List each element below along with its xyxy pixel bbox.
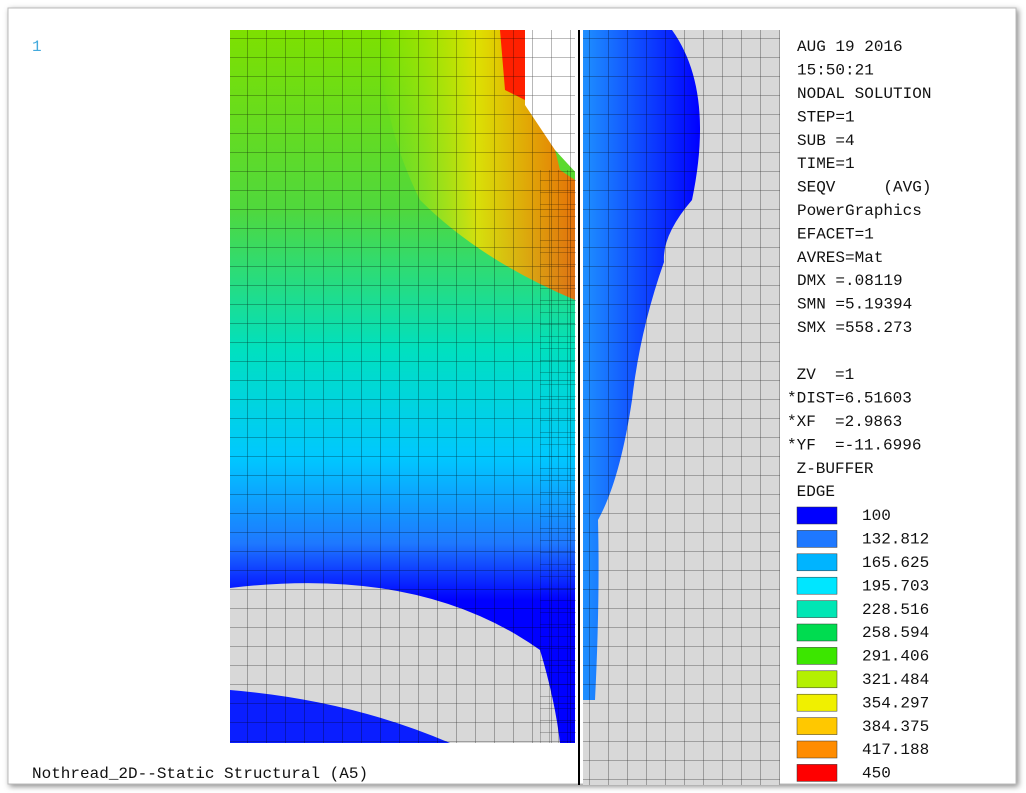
- mesh-refined: [540, 170, 576, 743]
- legend-label: 258.594: [862, 624, 929, 642]
- legend-swatch: [797, 647, 837, 664]
- info-line: AUG 19 2016: [797, 38, 903, 56]
- info-line: ZV =1: [787, 366, 854, 384]
- legend-swatch: [797, 530, 837, 547]
- legend-swatch: [797, 624, 837, 641]
- info-line: SMN =5.19394: [797, 296, 912, 314]
- legend-label: 100: [862, 507, 891, 525]
- legend-swatch: [797, 764, 837, 781]
- info-line: AVRES=Mat: [797, 249, 883, 267]
- mesh: [230, 30, 575, 743]
- footer-title: Nothread_2D--Static Structural (A5): [32, 765, 368, 783]
- legend-label: 291.406: [862, 648, 929, 666]
- info-line: NODAL SOLUTION: [797, 85, 931, 103]
- info-line: 15:50:21: [797, 62, 874, 80]
- info-line: SMX =558.273: [797, 319, 912, 337]
- legend-label: 195.703: [862, 577, 929, 595]
- info-line: EFACET=1: [797, 225, 874, 243]
- screen: 1 AUG 19 2016 15:50:21 NODAL SOLUTION STEP=…: [0, 0, 1026, 793]
- legend-swatch: [797, 671, 837, 688]
- info-line: *DIST=6.51603: [787, 390, 912, 408]
- legend-label: 132.812: [862, 531, 929, 549]
- legend-label: 165.625: [862, 554, 929, 572]
- info-line: PowerGraphics: [797, 202, 922, 220]
- legend-label: 450: [862, 765, 891, 783]
- legend-label: 321.484: [862, 671, 929, 689]
- legend-swatch: [797, 507, 837, 524]
- mesh: [583, 30, 780, 785]
- legend-label: 417.188: [862, 741, 929, 759]
- info-line: DMX =.08119: [797, 272, 903, 290]
- legend-label: 354.297: [862, 694, 929, 712]
- info-line: *YF =-11.6996: [787, 436, 921, 454]
- info-line: STEP=1: [797, 108, 855, 126]
- legend-swatch: [797, 554, 837, 571]
- info-line: Z-BUFFER: [787, 460, 874, 478]
- legend-swatch: [797, 718, 837, 735]
- legend-swatch: [797, 577, 837, 594]
- window-number: 1: [32, 38, 42, 56]
- info-line: TIME=1: [797, 155, 855, 173]
- model: [230, 30, 780, 785]
- info-line: *XF =2.9863: [787, 413, 902, 431]
- info-line: SEQV (AVG): [797, 179, 931, 197]
- info-line: EDGE: [787, 483, 835, 501]
- legend-label: 384.375: [862, 718, 929, 736]
- legend-label: 228.516: [862, 601, 929, 619]
- legend-swatch: [797, 741, 837, 758]
- info-line: SUB =4: [797, 132, 855, 150]
- legend-swatch: [797, 601, 837, 618]
- legend-swatch: [797, 694, 837, 711]
